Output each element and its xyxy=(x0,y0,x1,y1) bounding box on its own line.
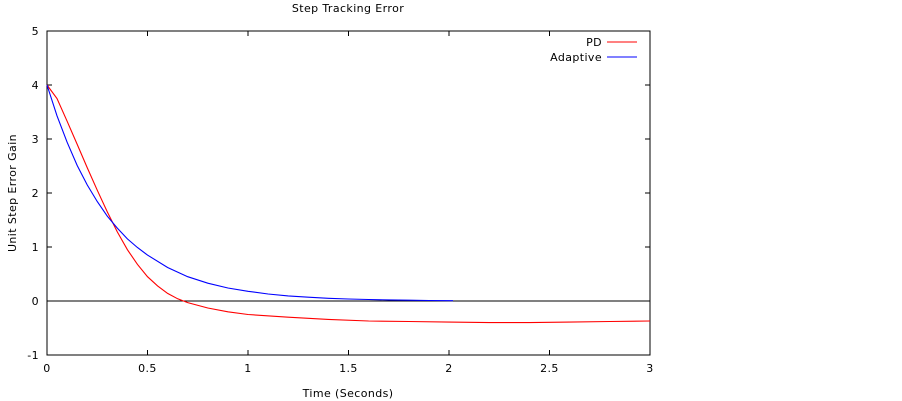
x-tick-label: 1.5 xyxy=(339,362,358,375)
x-axis: 0 0.5 1 1.5 2 2.5 3 xyxy=(43,31,653,375)
series-layer xyxy=(46,84,651,324)
plot-border xyxy=(46,30,651,356)
y-tick-label: 0 xyxy=(32,295,39,308)
y-tick-label: 3 xyxy=(32,133,39,146)
x-tick-label: 0.5 xyxy=(138,362,157,375)
x-tick-label: 3 xyxy=(646,362,653,375)
x-tick-label: 1 xyxy=(244,362,251,375)
y-tick-label: -1 xyxy=(27,349,39,362)
y-tick-label: 4 xyxy=(32,79,39,92)
y-tick-label: 2 xyxy=(32,187,39,200)
y-tick-label: 5 xyxy=(32,25,39,38)
y-axis-label: Unit Step Error Gain xyxy=(6,134,19,252)
x-axis-label: Time (Seconds) xyxy=(302,387,394,400)
x-tick-label: 0 xyxy=(43,362,50,375)
chart-title: Step Tracking Error xyxy=(292,2,404,15)
legend-label-adaptive: Adaptive xyxy=(550,51,602,64)
legend-label-pd: PD xyxy=(586,36,602,49)
legend: PD Adaptive xyxy=(550,36,637,64)
plot-area xyxy=(46,30,651,356)
y-tick-label: 1 xyxy=(32,241,39,254)
y-axis: -1 0 1 2 3 4 5 xyxy=(27,25,650,362)
x-tick-label: 2 xyxy=(445,362,452,375)
series-line-adaptive xyxy=(46,84,454,302)
x-tick-label: 2.5 xyxy=(540,362,559,375)
series-line-pd xyxy=(46,84,651,324)
